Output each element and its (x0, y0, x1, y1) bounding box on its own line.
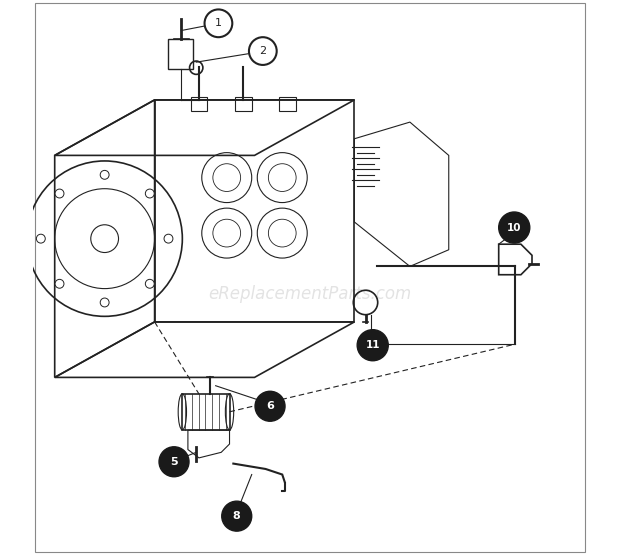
Circle shape (37, 234, 45, 243)
Circle shape (159, 447, 189, 477)
Circle shape (100, 298, 109, 307)
Bar (235, 97, 252, 111)
Circle shape (164, 234, 173, 243)
Circle shape (100, 170, 109, 179)
Circle shape (255, 391, 285, 421)
Text: 11: 11 (365, 340, 380, 350)
Circle shape (249, 37, 277, 65)
Bar (182, 394, 229, 430)
Text: 5: 5 (170, 457, 178, 467)
Text: 8: 8 (233, 511, 241, 521)
Circle shape (145, 189, 154, 198)
Circle shape (498, 212, 529, 243)
Text: 10: 10 (507, 223, 521, 233)
Circle shape (222, 501, 252, 531)
Text: 2: 2 (259, 46, 267, 56)
Circle shape (357, 330, 388, 361)
Bar (280, 97, 296, 111)
Text: 1: 1 (215, 18, 222, 28)
Text: eReplacementParts.com: eReplacementParts.com (208, 285, 412, 303)
Circle shape (205, 9, 232, 37)
Circle shape (55, 189, 64, 198)
Text: 6: 6 (266, 401, 274, 411)
Bar (169, 39, 193, 69)
Circle shape (145, 279, 154, 288)
Circle shape (55, 279, 64, 288)
Bar (191, 97, 207, 111)
